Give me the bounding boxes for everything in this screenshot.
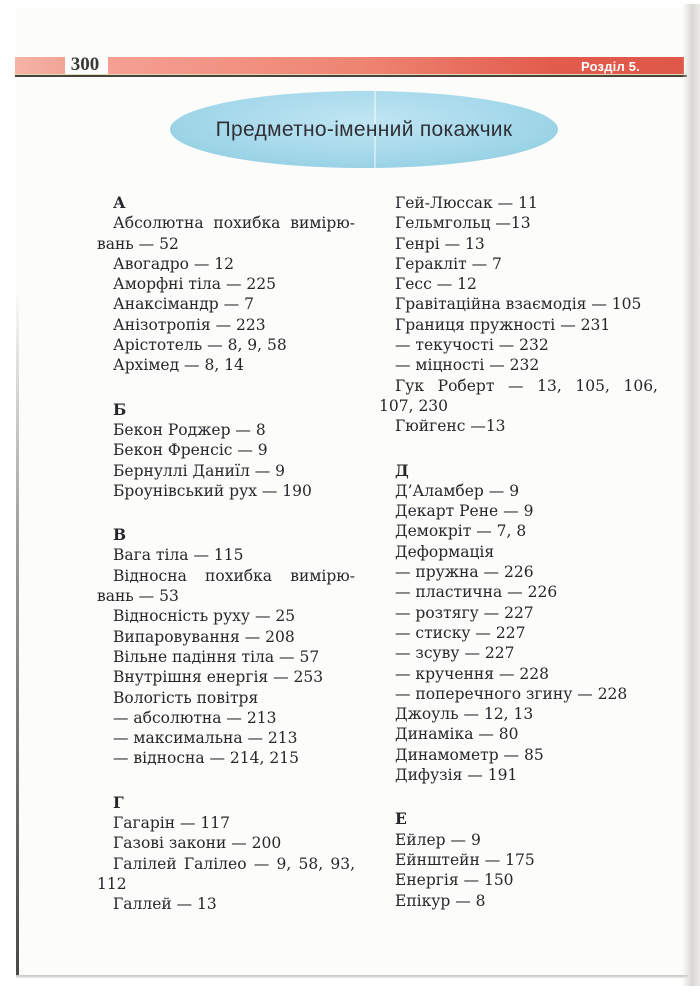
index-entry: — відносна — 214, 215 [113, 749, 299, 768]
page-bottom-edge-shadow [16, 975, 688, 978]
index-letter-heading: В [113, 525, 127, 545]
index-entry: Арістотель — 8, 9, 58 [113, 336, 287, 355]
book-page [16, 8, 684, 976]
header-rule [15, 75, 687, 77]
index-entry: — стиску — 227 [395, 623, 526, 642]
index-entry: Авогадро — 12 [113, 254, 235, 273]
index-entry: — максимальна — 213 [113, 729, 298, 748]
index-entry: — кручення — 228 [395, 664, 549, 683]
index-entry: Геракліт — 7 [395, 254, 502, 273]
index-entry: Галілей Галілео — 9, 58, 93, [113, 854, 355, 873]
page-right-edge-shadow [682, 4, 700, 986]
index-entry: Абсолютна похибка вимірю- [113, 214, 355, 233]
index-entry: — абсолютна — 213 [113, 708, 277, 727]
index-entry: Анізотропія — 223 [113, 315, 266, 334]
index-entry: Епікур — 8 [395, 891, 486, 910]
index-entry: Динаміка — 80 [395, 725, 519, 744]
index-entry: Відносність руху — 25 [113, 607, 296, 626]
index-entry: вань — 52 [97, 234, 179, 253]
index-entry: вань — 53 [97, 587, 179, 606]
index-letter-heading: А [113, 193, 126, 212]
index-entry: — розтягу — 227 [395, 603, 534, 622]
index-letter-heading: Б [113, 399, 127, 419]
index-entry: 112 [97, 874, 127, 893]
index-entry: Гук Роберт — 13, 105, 106, [395, 376, 658, 395]
index-letter-heading: Е [395, 809, 407, 829]
index-entry: Аморфні тіла — 225 [113, 275, 276, 294]
index-entry: Гюйгенс —13 [395, 417, 506, 436]
index-entry: Бернуллі Даниїл — 9 [113, 461, 286, 480]
index-entry: Випаровування — 208 [113, 627, 295, 646]
index-entry: — пластична — 226 [395, 583, 558, 602]
index-entry: Бекон Роджер — 8 [113, 420, 266, 439]
index-entry: 107, 230 [379, 396, 449, 415]
index-entry: Броунівський рух — 190 [113, 481, 312, 500]
index-entry: — міцності — 232 [395, 356, 540, 375]
title-oval: Предметно-іменний покажчик [170, 91, 558, 168]
index-entry: Енергія — 150 [395, 871, 514, 890]
index-column-right: Гей-Люссак — 11 Гельмгольц —13 Генрі — 13 Г… [379, 193, 658, 915]
index-columns: А Абсолютна похибка вимірю-вань — 52 Авога… [97, 193, 658, 915]
page-title: Предметно-іменний покажчик [215, 117, 513, 141]
index-entry: Генрі — 13 [395, 234, 485, 253]
index-entry: Границя пружності — 231 [395, 315, 611, 334]
index-entry: Внутрішня енергія — 253 [113, 668, 324, 687]
index-entry: Деформація [395, 542, 495, 561]
index-entry: Д’Аламбер — 9 [395, 481, 520, 500]
header-bar-left-segment [15, 57, 65, 74]
index-entry: Вага тіла — 115 [113, 546, 244, 565]
index-entry: — пружна — 226 [395, 563, 534, 582]
index-entry: — зсуву — 227 [395, 644, 515, 663]
index-letter-heading: Д [395, 460, 409, 480]
index-entry: Бекон Френсіс — 9 [113, 441, 268, 460]
index-column-left: А Абсолютна похибка вимірю-вань — 52 Авога… [97, 193, 355, 915]
index-entry: Галлей — 13 [113, 895, 217, 914]
header-bar: Розділ 5. [108, 57, 684, 74]
index-entry: Відносна похибка вимірю- [113, 566, 355, 585]
index-entry: Вільне падіння тіла — 57 [113, 647, 320, 666]
index-entry: Декарт Рене — 9 [395, 502, 534, 521]
index-entry: Гей-Люссак — 11 [395, 194, 538, 212]
index-entry: Газові закони — 200 [113, 834, 282, 853]
scan-fold-line [373, 91, 376, 168]
index-entry: Архімед — 8, 14 [113, 356, 244, 375]
chapter-badge: Розділ 5. [581, 59, 640, 74]
index-entry: Ейлер — 9 [395, 830, 481, 849]
index-entry: Ейнштейн — 175 [395, 850, 535, 869]
index-entry: Демокріт — 7, 8 [395, 522, 527, 541]
index-entry: Гравітаційна взаємодія — 105 [395, 295, 642, 314]
index-entry: Динамометр — 85 [395, 745, 544, 764]
index-entry: Джоуль — 12, 13 [395, 705, 534, 724]
index-entry: Гесс — 12 [395, 275, 477, 294]
index-letter-heading: Г [113, 792, 124, 812]
index-entry: Гагарін — 117 [113, 814, 231, 833]
index-entry: Гельмгольц —13 [395, 214, 531, 233]
page-left-edge-shadow [16, 290, 19, 976]
index-entry: — текучості — 232 [395, 336, 549, 355]
index-entry: Анаксімандр — 7 [113, 295, 254, 314]
page-number: 300 [70, 54, 100, 75]
index-entry: Вологість повітря [113, 688, 259, 707]
index-entry: Дифузія — 191 [395, 766, 518, 785]
index-entry: — поперечного згину — 228 [395, 684, 628, 703]
